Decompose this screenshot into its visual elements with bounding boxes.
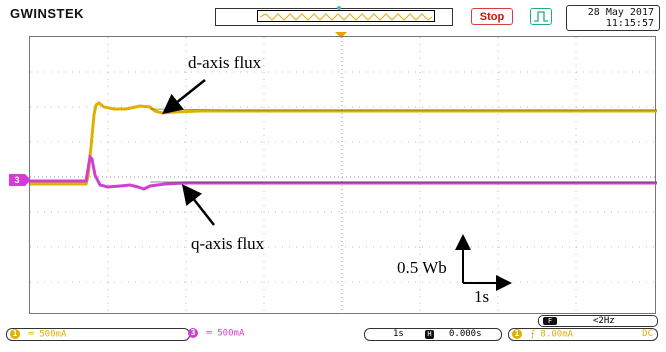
overview-trigger-marker [337, 6, 341, 10]
ch3-badge: 3 [188, 328, 198, 338]
trigger-position-pointer-icon [335, 32, 347, 38]
date-text: 28 May 2017 [587, 7, 654, 18]
d-axis-arrow [162, 79, 206, 115]
time-text: 11:15:57 [605, 18, 654, 29]
d-axis-flux-label: d-axis flux [188, 53, 262, 72]
rising-edge-pulse-icon[interactable] [530, 8, 552, 25]
ch1-scale: 500mA [39, 329, 67, 340]
ch3-trace-q-axis-flux [30, 153, 657, 191]
ch3-ground-marker[interactable]: 3 [9, 174, 31, 186]
filter-text: <2Hz [593, 316, 615, 326]
overview-window[interactable] [257, 10, 435, 22]
overview-waveform [259, 13, 433, 21]
q-axis-flux-label: q-axis flux [191, 234, 265, 253]
ch1-status-bar[interactable]: 1 ═ 500mA [6, 328, 190, 341]
rising-slope-icon: ⨍ [530, 329, 536, 340]
trigger-level: 8.00mA [540, 329, 574, 340]
brand-logo: GWINSTEK [10, 6, 85, 21]
horizontal-position-value: 0.000s [449, 329, 482, 339]
filter-indicator[interactable]: F <2Hz [538, 315, 658, 327]
scale-seconds-label: 1s [474, 287, 490, 306]
trigger-status-bar[interactable]: 1 ⨍ 8.00mA DC [508, 328, 658, 341]
ch3-status-bar[interactable]: 3 ═ 500mA [185, 328, 357, 341]
trigger-source-badge: 1 [512, 329, 522, 339]
graticule-grid [30, 37, 657, 315]
pulse-glyph [534, 11, 548, 22]
trigger-coupling: DC [642, 329, 653, 339]
timebase-value: 1s [393, 329, 404, 339]
ch3-scale: 500mA [217, 328, 245, 339]
run-stop-button[interactable]: Stop [471, 8, 513, 25]
timebase-status-bar[interactable]: 1s H 0.000s [364, 328, 502, 341]
ch3-coupling-icon: ═ [206, 328, 212, 339]
memory-overview-bar[interactable] [215, 6, 453, 26]
date-time-display: 28 May 2017 11:15:57 [566, 5, 660, 31]
q-axis-arrow [181, 184, 215, 226]
scale-wb-label: 0.5 Wb [397, 258, 447, 277]
horizontal-position-icon: H [425, 330, 434, 339]
ch1-badge: 1 [10, 329, 20, 339]
filter-icon: F [543, 317, 557, 325]
ch1-coupling-icon: ═ [28, 329, 34, 340]
